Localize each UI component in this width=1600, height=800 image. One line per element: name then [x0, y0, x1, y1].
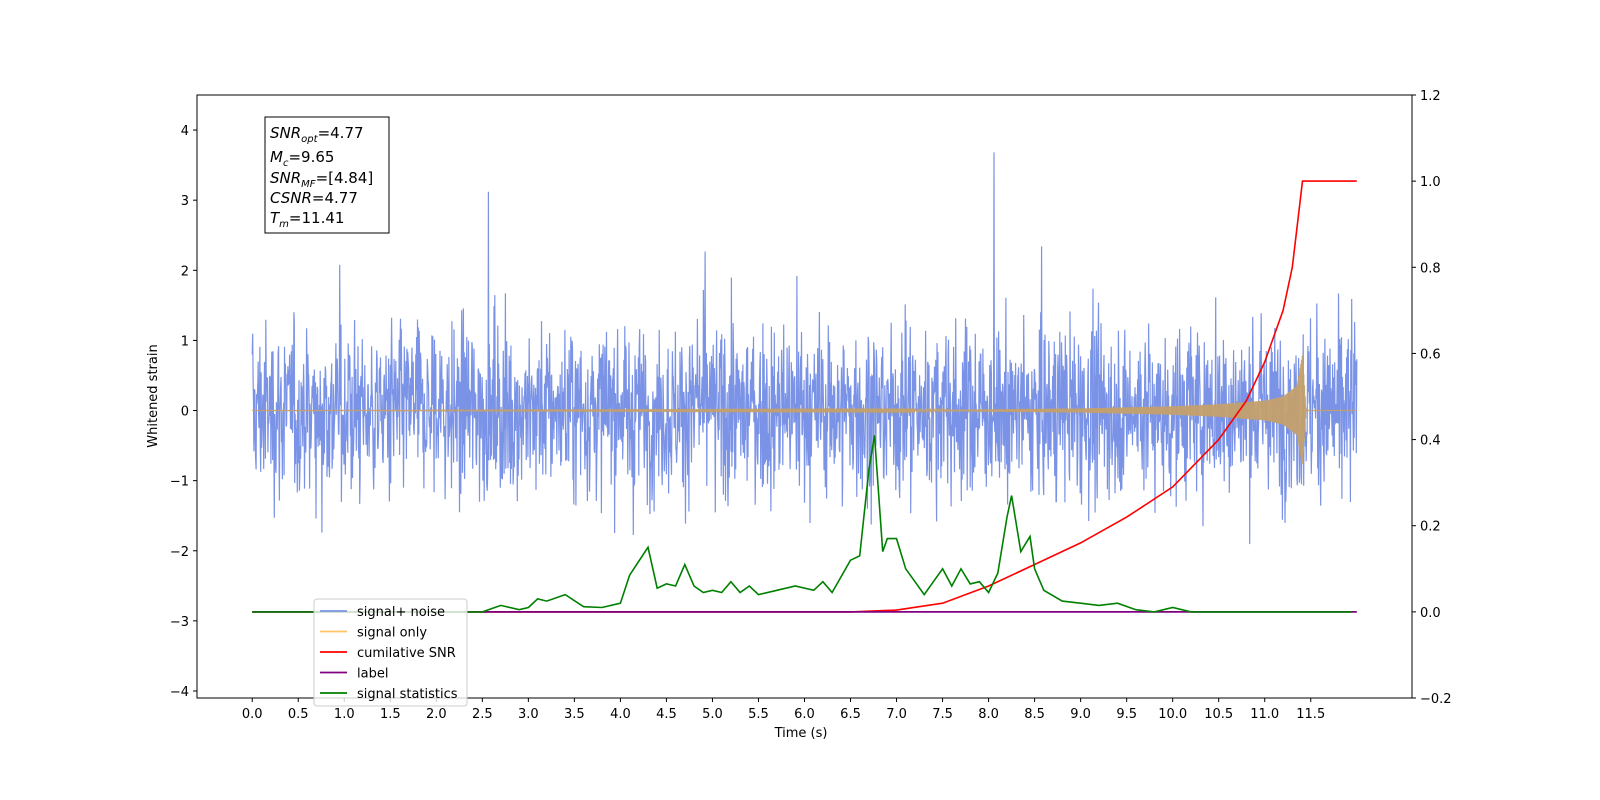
annotation-csnr: CSNR=4.77 [270, 189, 358, 207]
y-right-tick-label: 0.0 [1420, 606, 1441, 621]
x-tick-label: 10.0 [1158, 707, 1187, 722]
y-left-tick-label: 2 [181, 264, 189, 279]
x-tick-label: 8.5 [1024, 707, 1045, 722]
y-right-tick-label: 1.0 [1420, 175, 1441, 190]
y-right-tick-label: 0.4 [1420, 434, 1441, 449]
x-tick-label: 5.5 [748, 707, 769, 722]
x-tick-label: 9.0 [1070, 707, 1091, 722]
y-axis-right: −0.2 0.0 0.2 0.4 0.6 0.8 1.0 1.2 [1412, 89, 1452, 707]
y-right-tick-label: 1.2 [1420, 89, 1441, 104]
x-tick-label: 0.0 [242, 707, 263, 722]
y-left-tick-label: 0 [181, 405, 189, 420]
series-signal-plus-noise [251, 152, 1358, 545]
y-left-tick-label: −3 [170, 615, 189, 630]
annotation-tm: Tm=11.41 [270, 209, 344, 230]
x-tick-label: 2.0 [426, 707, 447, 722]
x-tick-label: 4.0 [610, 707, 631, 722]
annotation-mc: Mc=9.65 [270, 148, 334, 169]
x-tick-label: 3.5 [564, 707, 585, 722]
y-right-tick-label: 0.2 [1420, 520, 1441, 535]
legend-label: signal statistics [357, 687, 458, 702]
x-tick-label: 11.5 [1296, 707, 1325, 722]
y-axis-left: −4 −3 −2 −1 0 1 2 3 4 [170, 124, 197, 700]
x-tick-label: 6.5 [840, 707, 861, 722]
x-tick-label: 8.0 [978, 707, 999, 722]
x-tick-label: 1.0 [334, 707, 355, 722]
stats-annotation-box: SNRopt=4.77 Mc=9.65 SNRMF=[4.84] CSNR=4.… [264, 116, 390, 234]
y-left-tick-label: −1 [170, 475, 189, 490]
y-left-tick-label: −2 [170, 545, 189, 560]
x-tick-label: 7.5 [932, 707, 953, 722]
x-tick-label: 3.0 [518, 707, 539, 722]
x-tick-label: 10.5 [1204, 707, 1233, 722]
y-left-tick-label: 4 [181, 124, 189, 139]
x-axis: 0.0 0.5 1.0 1.5 2.0 2.5 3.0 3.5 4.0 4.5 5.0 5.5 6.0 6… [242, 698, 1325, 722]
legend-label: cumilative SNR [357, 646, 456, 661]
x-axis-label: Time (s) [774, 726, 828, 741]
x-tick-label: 0.5 [288, 707, 309, 722]
x-tick-label: 7.0 [886, 707, 907, 722]
y-right-tick-label: 0.6 [1420, 347, 1441, 362]
x-tick-label: 9.5 [1116, 707, 1137, 722]
series-cumulative-snr [252, 180, 1357, 613]
x-tick-label: 2.5 [472, 707, 493, 722]
legend: signal+ noise signal only cumilative SNR la… [313, 598, 468, 707]
y-left-tick-label: 1 [181, 334, 189, 349]
y-left-tick-label: −4 [170, 685, 189, 700]
legend-frame [313, 598, 468, 707]
y-right-tick-label: −0.2 [1420, 692, 1452, 707]
y-axis-label: Whitened strain [146, 344, 161, 447]
x-tick-label: 1.5 [380, 707, 401, 722]
legend-label: signal only [357, 626, 427, 641]
y-right-tick-label: 0.8 [1420, 261, 1441, 276]
series-signal-statistics [252, 435, 1353, 613]
legend-label: signal+ noise [357, 605, 445, 620]
y-left-tick-label: 3 [181, 194, 189, 209]
plot-area [251, 152, 1358, 613]
series-signal-only [252, 355, 1357, 464]
annotation-snr-mf: SNRMF=[4.84] [270, 169, 373, 190]
legend-label: label [357, 667, 388, 682]
x-tick-label: 6.0 [794, 707, 815, 722]
annotation-snr-opt: SNRopt=4.77 [270, 124, 364, 145]
x-tick-label: 11.0 [1250, 707, 1279, 722]
x-tick-label: 4.5 [656, 707, 677, 722]
x-tick-label: 5.0 [702, 707, 723, 722]
